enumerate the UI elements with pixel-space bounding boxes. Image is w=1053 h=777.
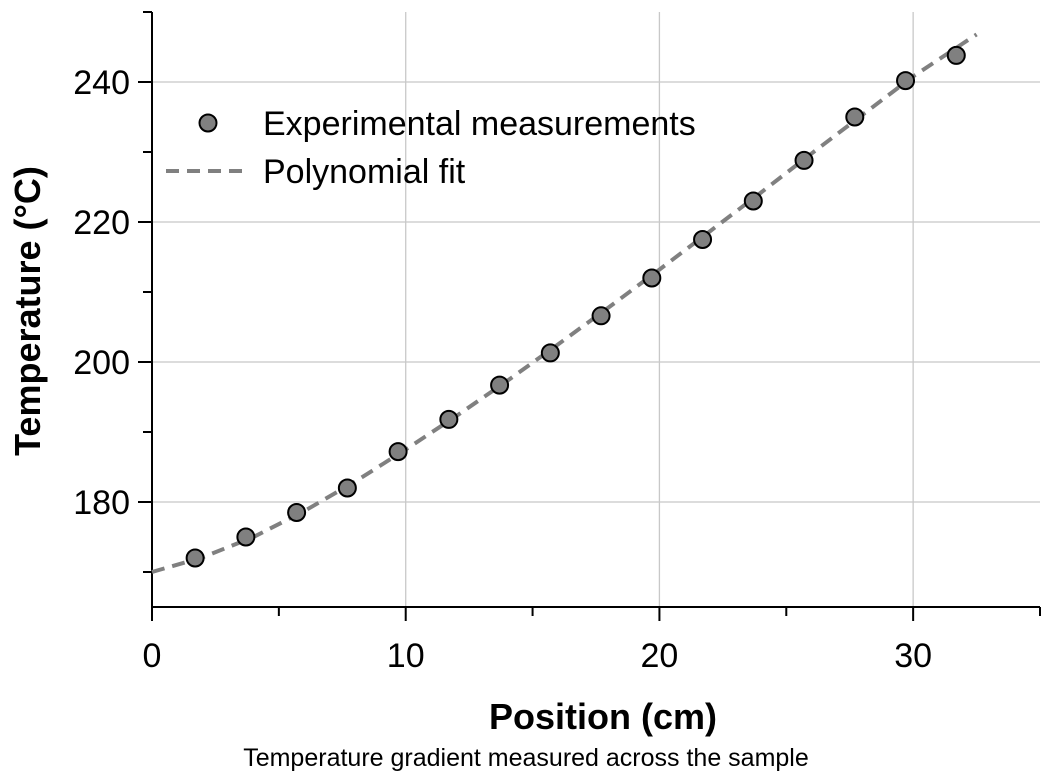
chart-caption: Temperature gradient measured across the…	[243, 744, 809, 772]
y-tick-label: 180	[73, 484, 130, 522]
y-tick-label: 200	[73, 344, 130, 382]
measurement-point	[642, 268, 662, 288]
measurement-point	[794, 150, 814, 170]
x-tick-label: 0	[143, 637, 162, 675]
measurement-point	[845, 107, 865, 127]
measurement-point	[540, 343, 560, 363]
y-tick-label: 220	[73, 204, 130, 242]
polynomial-fit-line	[151, 32, 978, 574]
measurement-point	[236, 527, 256, 547]
fit-line-group	[151, 32, 978, 574]
grid	[152, 12, 1040, 607]
tick-labels: 0 10 20 30 180 200 220 240	[73, 64, 932, 675]
measurement-points	[185, 45, 966, 568]
measurement-point	[591, 306, 611, 326]
measurement-point	[896, 71, 916, 91]
legend: Experimental measurements Polynomial fit	[166, 105, 696, 191]
x-tick-label: 10	[387, 637, 425, 675]
measurement-point	[439, 409, 459, 429]
x-tick-label: 30	[894, 637, 932, 675]
measurement-point	[337, 478, 357, 498]
measurement-point	[388, 442, 408, 462]
measurement-point	[946, 45, 966, 65]
legend-marker-measurements	[198, 113, 218, 133]
legend-label-fit: Polynomial fit	[263, 153, 466, 191]
legend-label-measurements: Experimental measurements	[263, 105, 696, 143]
measurement-point	[693, 230, 713, 249]
x-axis-title: Position (cm)	[489, 696, 717, 737]
y-axis-title: Temperature (°C)	[7, 166, 48, 456]
y-tick-label: 240	[73, 64, 130, 102]
measurement-point	[287, 503, 307, 522]
measurement-point	[743, 191, 763, 211]
measurement-point	[490, 375, 510, 395]
x-tick-label: 20	[641, 637, 679, 675]
measurement-point	[185, 548, 205, 568]
axes	[138, 11, 1041, 621]
